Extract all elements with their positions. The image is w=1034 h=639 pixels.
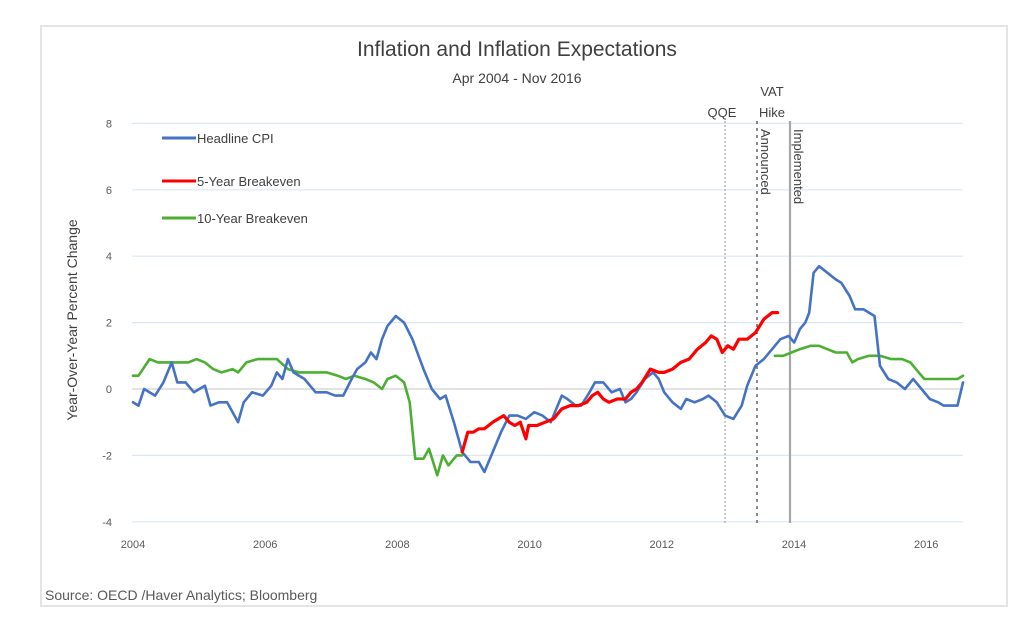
source-note: Source: OECD /Haver Analytics; Bloomberg: [45, 587, 318, 603]
series-line-5-year-breakeven: [460, 311, 780, 454]
legend: Headline CPI 5-Year Breakeven 10-Year Brea…: [162, 131, 308, 226]
series-line-10-year-breakeven: [131, 357, 464, 477]
annotation-vertical-label: Implemented: [791, 129, 806, 204]
y-tick-label: -2: [102, 450, 112, 462]
legend-label: Headline CPI: [197, 131, 274, 146]
x-tick-label: 2006: [253, 539, 277, 551]
x-tick-labels: 2004 2006 2008 2010 2012 2014 2016: [121, 539, 939, 551]
x-tick-label: 2016: [914, 539, 938, 551]
legend-label: 10-Year Breakeven: [197, 211, 308, 226]
y-tick-label: 6: [106, 185, 112, 197]
x-tick-label: 2008: [385, 539, 409, 551]
chart-frame: [40, 25, 1008, 607]
x-tick-label: 2014: [782, 539, 806, 551]
y-tick-labels: 8 6 4 2 0 -2 -4: [102, 118, 112, 528]
x-tick-label: 2012: [650, 539, 674, 551]
x-tick-label: 2010: [517, 539, 541, 551]
gridlines: [132, 122, 963, 523]
annotation-label-qqe: QQE: [708, 105, 737, 120]
legend-label: 5-Year Breakeven: [197, 174, 301, 189]
chart-title: Inflation and Inflation Expectations: [357, 38, 677, 61]
annotation-vertical-label: Announced: [758, 129, 773, 195]
y-tick-label: 0: [106, 384, 112, 396]
x-tick-label: 2004: [121, 539, 145, 551]
event-annotations: Announced Implemented QQE VAT Hike: [708, 84, 806, 523]
annotation-label-hike: Hike: [759, 105, 785, 120]
series-line-headline-cpi: [131, 264, 965, 474]
series-lines: [131, 264, 965, 477]
y-tick-label: 4: [106, 251, 112, 263]
chart-subtitle: Apr 2004 - Nov 2016: [452, 70, 582, 86]
y-tick-label: 8: [106, 118, 112, 130]
series-line-10-year-breakeven-segment-2: [773, 344, 965, 381]
y-tick-label: 2: [106, 318, 112, 330]
y-tick-label: -4: [102, 517, 112, 529]
annotation-label-vat: VAT: [760, 84, 783, 99]
